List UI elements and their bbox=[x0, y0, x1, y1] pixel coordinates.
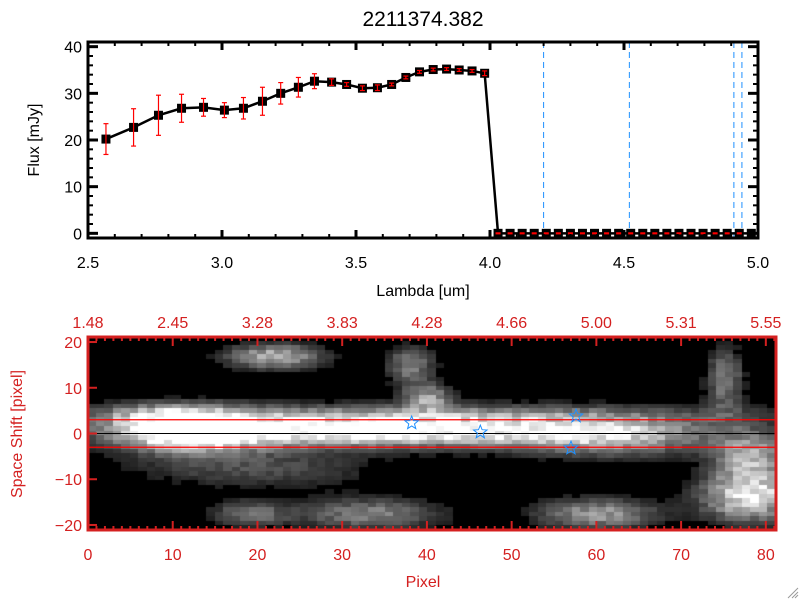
error-bar bbox=[311, 73, 317, 90]
top-wavelength-tick-label: 3.83 bbox=[327, 315, 358, 332]
x-tick-label: 60 bbox=[587, 547, 605, 564]
error-bar bbox=[456, 67, 462, 73]
y-tick-label: 10 bbox=[64, 180, 82, 197]
error-bar bbox=[700, 232, 706, 235]
x-tick-label: 5.0 bbox=[747, 255, 769, 272]
x-tick-label: 40 bbox=[418, 547, 436, 564]
error-bar bbox=[555, 232, 561, 235]
star-marker bbox=[562, 439, 579, 455]
error-bar bbox=[403, 75, 409, 80]
error-bar bbox=[579, 232, 585, 235]
x-tick-label: 50 bbox=[503, 547, 521, 564]
error-bar bbox=[543, 232, 549, 235]
error-bar bbox=[278, 81, 284, 105]
top-wavelength-tick-label: 5.55 bbox=[750, 315, 781, 332]
x-tick-label: 2.5 bbox=[77, 255, 99, 272]
error-bar bbox=[664, 232, 670, 235]
error-bar bbox=[469, 68, 475, 73]
y-tick-label: 0 bbox=[73, 427, 82, 444]
error-bar bbox=[676, 232, 682, 235]
error-bar bbox=[736, 232, 742, 235]
error-bar bbox=[417, 69, 423, 74]
x-tick-label: 3.0 bbox=[211, 255, 233, 272]
bottom-y-axis-label: Space Shift [pixel] bbox=[9, 370, 26, 498]
error-bar bbox=[430, 67, 436, 72]
y-tick-label: 30 bbox=[64, 86, 82, 103]
y-tick-label: −10 bbox=[55, 472, 82, 489]
flux-plot: 2.5 3.0 3.5 4.0 4.5 5.0 0 10 20 30 40 bbox=[64, 40, 769, 272]
error-bar bbox=[221, 102, 227, 119]
plot-title: 2211374.382 bbox=[362, 8, 483, 31]
error-bar bbox=[652, 232, 658, 235]
star-marker bbox=[472, 423, 489, 439]
error-bar bbox=[329, 78, 335, 87]
top-wavelength-tick-label: 5.31 bbox=[666, 315, 697, 332]
error-bar bbox=[531, 232, 537, 235]
top-wavelength-tick-label: 3.28 bbox=[242, 315, 273, 332]
star-marker bbox=[568, 407, 585, 423]
x-tick-label: 20 bbox=[249, 547, 267, 564]
error-bar bbox=[482, 70, 488, 77]
x-tick-label: 70 bbox=[672, 547, 690, 564]
y-tick-label: 20 bbox=[64, 133, 82, 150]
error-bar bbox=[495, 232, 501, 235]
error-bar bbox=[444, 67, 450, 72]
error-bar bbox=[155, 94, 161, 136]
image-plot: 0 1.48 10 2.45 20 3.28 30 3.83 40 4.28 50 4.66 60 5.0… bbox=[55, 315, 782, 564]
x-tick-label: 4.0 bbox=[479, 255, 501, 272]
x-tick-label: 10 bbox=[164, 547, 182, 564]
top-y-axis-label: Flux [mJy] bbox=[26, 104, 43, 177]
top-x-axis-label: Lambda [um] bbox=[376, 283, 469, 300]
x-tick-label: 3.5 bbox=[345, 255, 367, 272]
star-marker bbox=[403, 414, 420, 430]
error-bar bbox=[344, 81, 350, 87]
x-tick-label: 0 bbox=[84, 547, 93, 564]
error-bar bbox=[628, 232, 634, 235]
error-bar bbox=[688, 232, 694, 235]
error-bar bbox=[259, 86, 265, 116]
error-bar bbox=[712, 232, 718, 235]
error-bar bbox=[179, 93, 185, 123]
y-tick-label: 40 bbox=[64, 40, 82, 57]
error-bar bbox=[389, 82, 395, 87]
error-bar bbox=[201, 97, 207, 117]
y-tick-label: −20 bbox=[55, 518, 82, 535]
y-tick-label: 20 bbox=[64, 335, 82, 352]
error-bar bbox=[592, 232, 598, 235]
error-bar bbox=[131, 108, 137, 147]
error-bar bbox=[604, 232, 610, 235]
x-tick-label: 4.5 bbox=[613, 255, 635, 272]
error-bar bbox=[724, 232, 730, 235]
flux-series-line bbox=[105, 67, 752, 235]
error-bar bbox=[567, 232, 573, 235]
error-bar bbox=[374, 84, 380, 92]
error-bar bbox=[359, 85, 365, 92]
bottom-x-axis-label: Pixel bbox=[406, 574, 441, 591]
resize-grip-icon[interactable] bbox=[787, 587, 799, 599]
y-tick-label: 10 bbox=[64, 381, 82, 398]
top-wavelength-tick-label: 2.45 bbox=[157, 315, 188, 332]
top-wavelength-tick-label: 4.28 bbox=[411, 315, 442, 332]
error-bar bbox=[640, 232, 646, 235]
x-tick-label: 80 bbox=[757, 547, 775, 564]
top-wavelength-tick-label: 5.00 bbox=[581, 315, 612, 332]
x-tick-label: 30 bbox=[333, 547, 351, 564]
error-bar bbox=[519, 232, 525, 235]
y-tick-label: 0 bbox=[73, 226, 82, 243]
error-bar bbox=[295, 76, 301, 98]
error-bar bbox=[240, 96, 246, 120]
error-bar bbox=[616, 232, 622, 235]
error-bar bbox=[103, 123, 109, 156]
error-bar bbox=[507, 232, 513, 235]
top-wavelength-tick-label: 1.48 bbox=[72, 315, 103, 332]
top-wavelength-tick-label: 4.66 bbox=[496, 315, 527, 332]
